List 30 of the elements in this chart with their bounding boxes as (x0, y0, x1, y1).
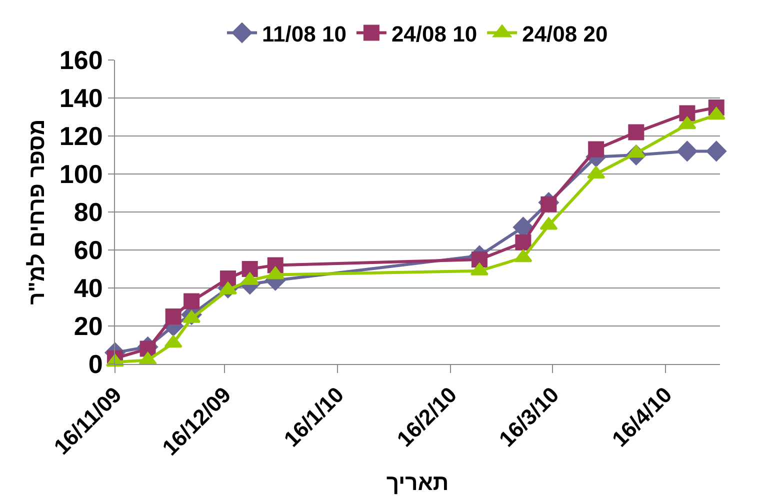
y-tick-label: 20 (74, 311, 103, 342)
point (184, 293, 200, 310)
point (138, 352, 157, 365)
legend-label: 24/08 20 (522, 21, 608, 46)
point (588, 141, 604, 158)
point (677, 141, 698, 162)
point (514, 250, 532, 262)
y-tick-label: 160 (59, 45, 103, 76)
point (515, 234, 532, 250)
point (240, 272, 259, 285)
point (266, 266, 284, 280)
y-tick-label: 100 (59, 159, 103, 190)
y-tick-label: 140 (59, 83, 103, 114)
point (706, 141, 726, 162)
point (628, 124, 644, 140)
point (220, 270, 236, 286)
y-tick-label: 80 (74, 197, 103, 228)
legend-label: 24/08 10 (391, 21, 478, 46)
point (471, 252, 488, 268)
point (164, 335, 182, 348)
y-tick-label: 60 (74, 235, 103, 266)
legend-label: 11/08 10 (262, 21, 346, 46)
point (242, 261, 258, 277)
x-axis-title: תאריך (386, 470, 449, 496)
point (679, 105, 696, 122)
y-axis-title: מספר פרחים למ"ר (24, 119, 50, 305)
y-tick-label: 40 (74, 273, 103, 304)
y-tick-label: 120 (59, 121, 103, 152)
y-tick-label: 0 (88, 349, 103, 380)
point (165, 308, 182, 324)
